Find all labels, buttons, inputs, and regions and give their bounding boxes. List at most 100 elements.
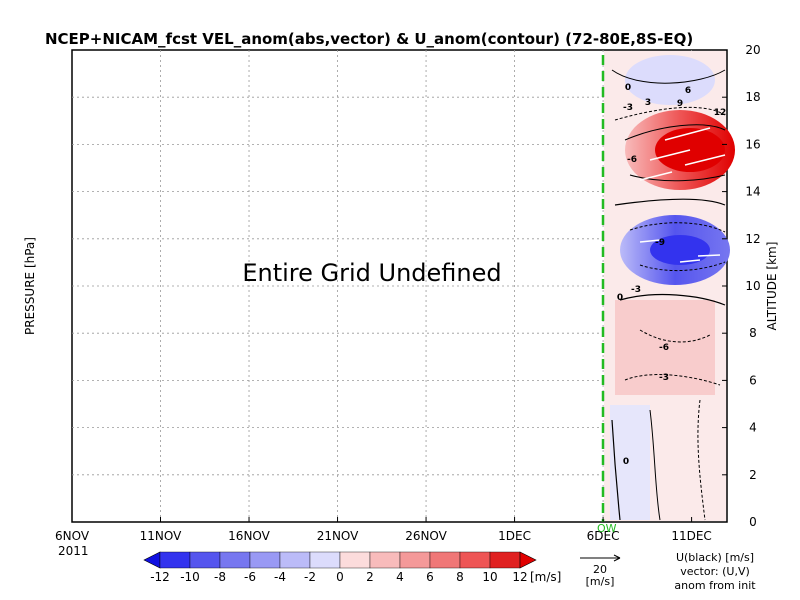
contour-label: 12: [714, 108, 727, 118]
chart-title: NCEP+NICAM_fcst VEL_anom(abs,vector) & U…: [45, 30, 693, 48]
colorbar-tick-labels: -12 -10 -8 -6 -4 -2 0 2 4 6 8 10 12: [150, 570, 527, 584]
contour-label: -6: [627, 155, 637, 165]
contour-line: [619, 293, 726, 306]
contour-label: -3: [623, 103, 633, 113]
contour-line: [639, 329, 711, 343]
mid-red-patch: [615, 300, 715, 395]
contour-line: [624, 124, 726, 141]
easterly-core: [650, 235, 710, 265]
y-tick-label: 2: [749, 468, 757, 482]
x-tick-label: 6DEC: [587, 529, 620, 543]
wind-vector: [649, 149, 691, 161]
contour-line: [624, 374, 721, 386]
colorbar-swatch: [279, 551, 311, 569]
forecast-field: 0 3 -3 -6 69 -9 12 0 -3 -6 -3 0: [604, 51, 735, 521]
colorbar-tick-label: 0: [336, 570, 344, 584]
y-tick-label: 16: [745, 137, 760, 151]
y-axis-right-label: ALTITUDE [km]: [765, 242, 779, 331]
legend-line-2: vector: (U,V): [680, 565, 750, 578]
x-tick-label: 26NOV: [405, 529, 447, 543]
x-tick-label: 6NOV: [55, 529, 90, 543]
contour-label: 0: [623, 457, 629, 467]
y-tick-label: 14: [745, 185, 760, 199]
colorbar-tick-label: 4: [396, 570, 404, 584]
y-tick-label: 6: [749, 373, 757, 387]
wind-vector: [664, 127, 711, 141]
colorbar-tick-label: -6: [244, 570, 256, 584]
y-tick-labels: 0 2 4 6 8 10 12 14 16 18 20: [722, 43, 761, 529]
y-tick-label: 8: [749, 326, 757, 340]
colorbar-tick-label: -10: [180, 570, 200, 584]
colorbar-swatch: [399, 551, 431, 569]
colorbar-swatch: [489, 551, 521, 569]
wind-vector: [639, 239, 661, 243]
colorbar-tick-label: 8: [456, 570, 464, 584]
x-tick-labels: 6NOV 11NOV 16NOV 21NOV 26NOV 1DEC 6DEC 11DEC: [55, 517, 712, 543]
colorbar-swatch: [219, 551, 251, 569]
y-tick-label: 0: [749, 515, 757, 529]
colorbar-tick-label: 6: [426, 570, 434, 584]
legend-line-1: U(black) [m/s]: [676, 551, 754, 564]
contour-line: [629, 174, 726, 182]
y-tick-label: 20: [745, 43, 760, 57]
contour-line: [611, 69, 726, 84]
colorbar-swatch: [309, 551, 341, 569]
colorbar-tick-label: -12: [150, 570, 170, 584]
colorbar-arrow-right: [519, 551, 537, 569]
contour-line: [614, 198, 726, 206]
colorbar-swatch: [339, 551, 371, 569]
wind-vector: [679, 259, 701, 263]
contour-line: [629, 222, 726, 233]
wind-vectors: [639, 127, 726, 263]
contour-label: 0: [617, 293, 623, 303]
colorbar-swatch: [189, 551, 221, 569]
x-tick-label: 16NOV: [228, 529, 270, 543]
x-marker-label: OW: [597, 522, 617, 535]
y-tick-label: 4: [749, 421, 757, 435]
contour-label: -9: [655, 238, 665, 248]
colorbar-unit: [m/s]: [530, 570, 561, 584]
y-tick-label: 18: [745, 90, 760, 104]
colorbar-swatch: [159, 551, 191, 569]
x-year-label: 2011: [58, 544, 89, 558]
y-axis-left-label: PRESSURE [hPa]: [23, 237, 37, 335]
contour-label: 0: [625, 83, 631, 93]
y-tick-label: 10: [745, 279, 760, 293]
colorbar-tick-label: -2: [304, 570, 316, 584]
colorbar-tick-label: -4: [274, 570, 286, 584]
contour-line: [697, 399, 706, 521]
vector-legend-unit: [m/s]: [586, 575, 615, 588]
undefined-annotation: Entire Grid Undefined: [242, 259, 501, 287]
contour-line: [649, 409, 661, 521]
wind-vector: [639, 171, 673, 181]
legend-line-3: anom from init: [674, 579, 756, 592]
contour-labels: 0 3 -3 -6 69 -9 12 0 -3 -6 -3 0: [617, 83, 726, 467]
contour-label: 9: [677, 99, 683, 109]
x-tick-label: 21NOV: [317, 529, 359, 543]
contour-line: [639, 261, 726, 272]
low-level-blue-patch: [610, 405, 650, 520]
colorbar-swatch: [369, 551, 401, 569]
contour-label: -3: [631, 285, 641, 295]
colorbar-swatch: [249, 551, 281, 569]
colorbar: [143, 551, 537, 569]
wind-vector: [697, 254, 721, 257]
y-tick-label: 12: [745, 232, 760, 246]
vector-legend-arrowhead: [613, 554, 621, 562]
colorbar-tick-label: 12: [512, 570, 527, 584]
contour-label: -6: [659, 343, 669, 353]
colorbar-arrow-left: [143, 551, 161, 569]
x-tick-label: 1DEC: [498, 529, 531, 543]
contour-label: -3: [659, 373, 669, 383]
contour-label: 6: [685, 86, 691, 96]
wind-vector: [684, 154, 726, 166]
x-tick-label: 11DEC: [671, 529, 711, 543]
colorbar-tick-label: -8: [214, 570, 226, 584]
x-tick-label: 11NOV: [140, 529, 182, 543]
colorbar-tick-label: 2: [366, 570, 374, 584]
colorbar-swatch: [459, 551, 491, 569]
contour-label: 3: [645, 98, 651, 108]
contour-line: [614, 106, 726, 121]
colorbar-tick-label: 10: [482, 570, 497, 584]
